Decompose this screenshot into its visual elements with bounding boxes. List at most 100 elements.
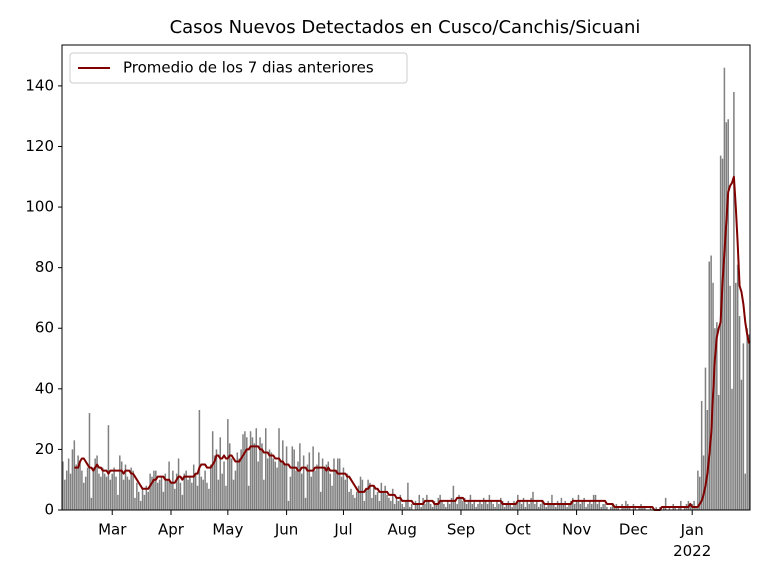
- bar: [181, 494, 184, 510]
- bar: [191, 482, 193, 510]
- bar: [543, 503, 546, 510]
- bar: [452, 485, 455, 510]
- bar: [225, 485, 227, 510]
- bar: [228, 443, 231, 510]
- bar: [373, 485, 375, 510]
- bar: [405, 500, 407, 510]
- bar: [522, 497, 525, 510]
- bar: [558, 503, 561, 510]
- bar: [213, 455, 216, 510]
- bar: [429, 503, 432, 510]
- bar: [107, 425, 110, 510]
- y-tick-label: 120: [25, 137, 54, 155]
- bar: [551, 494, 553, 510]
- x-tick-label: Nov: [562, 521, 591, 539]
- bar: [69, 473, 72, 510]
- bar: [706, 410, 709, 510]
- bar: [424, 503, 426, 510]
- bar: [534, 503, 536, 510]
- bar: [507, 500, 510, 510]
- bar: [409, 506, 411, 510]
- bar: [88, 413, 91, 510]
- bar: [572, 497, 574, 510]
- bar: [145, 485, 148, 510]
- bar: [683, 506, 686, 510]
- bar: [704, 367, 707, 510]
- x-tick-label: Oct: [505, 521, 531, 539]
- bar: [117, 494, 119, 510]
- bar: [293, 449, 295, 510]
- bar: [634, 506, 637, 510]
- bar: [71, 449, 74, 510]
- bar: [350, 488, 352, 510]
- x-tick-label: Apr: [158, 521, 185, 539]
- bar: [319, 491, 322, 510]
- bar: [337, 458, 339, 510]
- bar: [208, 488, 210, 510]
- bar: [547, 500, 549, 510]
- bar: [287, 500, 290, 510]
- bar: [562, 503, 565, 510]
- bar: [386, 494, 388, 510]
- bar: [481, 503, 483, 510]
- bar: [96, 455, 98, 510]
- bar: [496, 500, 498, 510]
- bar: [111, 473, 113, 510]
- bar: [623, 506, 625, 510]
- bar: [744, 473, 747, 510]
- bar: [325, 464, 328, 510]
- bar: [147, 491, 149, 510]
- bar: [501, 500, 504, 510]
- bar: [403, 506, 405, 510]
- bar: [416, 503, 419, 510]
- bar: [323, 467, 326, 510]
- x-tick-label: Jul: [333, 521, 352, 539]
- bar: [649, 506, 652, 510]
- bar: [318, 452, 320, 510]
- bar: [573, 503, 576, 510]
- legend-box: [69, 52, 408, 84]
- bar: [427, 500, 430, 510]
- bar: [90, 497, 93, 510]
- bar: [105, 476, 108, 510]
- bar: [702, 455, 705, 510]
- bar: [441, 500, 443, 510]
- bar: [477, 503, 479, 510]
- bar: [185, 470, 187, 510]
- bar: [187, 479, 189, 510]
- bar: [710, 255, 712, 510]
- bar: [122, 479, 125, 510]
- bar: [230, 458, 233, 510]
- bar: [103, 473, 106, 510]
- bar: [456, 503, 458, 510]
- bar: [354, 497, 356, 510]
- bar: [177, 458, 180, 510]
- bar: [515, 503, 517, 510]
- bar: [289, 476, 292, 510]
- bar: [556, 500, 559, 510]
- bar: [393, 503, 396, 510]
- bar: [304, 497, 307, 510]
- x-tick-label: Sep: [447, 521, 475, 539]
- bar: [443, 503, 445, 510]
- bar: [357, 485, 360, 510]
- bar: [545, 506, 548, 510]
- bar: [655, 506, 657, 510]
- bar: [460, 497, 462, 510]
- bar: [261, 443, 263, 510]
- bar: [255, 428, 258, 510]
- bar: [263, 479, 265, 510]
- bar: [395, 497, 398, 510]
- bar: [276, 467, 278, 510]
- legend-label: Promedio de los 7 dias anteriores: [123, 59, 374, 77]
- bar: [554, 506, 557, 510]
- bar: [172, 470, 174, 510]
- x-tick-label-line: Jan: [680, 521, 704, 539]
- x-tick-label: Dec: [619, 521, 648, 539]
- bar: [340, 476, 343, 510]
- bar: [86, 467, 89, 510]
- bar: [138, 491, 140, 510]
- bar: [740, 379, 743, 510]
- bar: [321, 458, 324, 510]
